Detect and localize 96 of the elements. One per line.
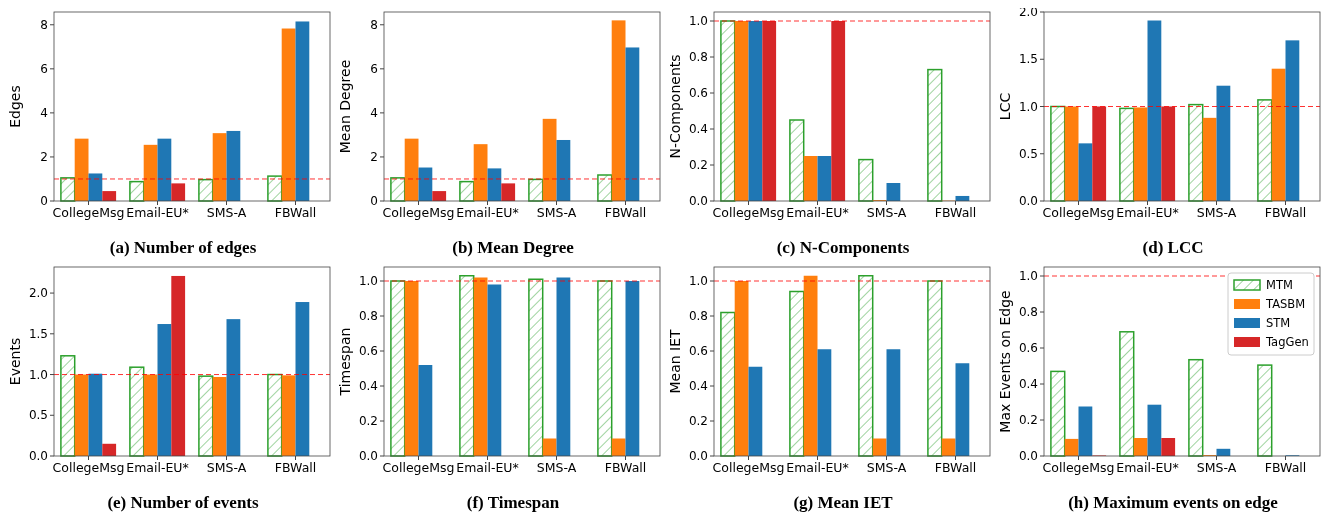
y-axis-title: Mean IET — [667, 328, 683, 394]
y-tick-label: 1.0 — [1018, 269, 1038, 284]
y-tick-label: 1.5 — [1018, 52, 1038, 67]
x-tick-label: Email-EU* — [126, 205, 189, 220]
text: (h) Maximum events on edge — [1068, 493, 1279, 512]
y-tick-label: 0.8 — [1018, 305, 1038, 320]
x-tick-label: SMS-A — [536, 205, 577, 220]
text: (e) Number of events — [107, 493, 259, 512]
y-tick-label: 0.0 — [1018, 194, 1038, 209]
y-tick-label: 1.0 — [1018, 99, 1038, 114]
y-tick-label: 0.2 — [1018, 413, 1038, 428]
x-tick-label: CollegeMsg — [382, 460, 455, 475]
x-tick-label: FBWall — [604, 205, 647, 220]
x-tick-label: Email-EU* — [786, 460, 849, 475]
y-axis-title: Max Events on Edge — [997, 290, 1013, 433]
text: (b) Mean Degree — [452, 238, 575, 257]
y-tick-label: 0.0 — [28, 449, 48, 464]
y-tick-label: 0.2 — [358, 414, 378, 429]
text: (g) Mean IET — [793, 493, 894, 512]
y-axis-title: Events — [7, 337, 23, 386]
y-tick-label: 0.4 — [688, 379, 708, 394]
x-tick-label: CollegeMsg — [382, 205, 455, 220]
y-tick-label: 0.4 — [1018, 377, 1038, 392]
legend-label: TagGen — [1265, 335, 1309, 349]
y-tick-label: 4 — [40, 106, 48, 121]
x-tick-label: Email-EU* — [456, 205, 519, 220]
y-axis-title: N-Components — [667, 54, 683, 159]
y-axis-title: Timespan — [337, 327, 353, 397]
x-tick-label: SMS-A — [866, 205, 907, 220]
y-tick-label: 0.5 — [28, 408, 48, 423]
y-tick-label: 0.0 — [688, 194, 708, 209]
text: (c) N-Components — [776, 238, 910, 257]
y-tick-label: 1.0 — [688, 274, 708, 289]
y-tick-label: 0 — [370, 194, 378, 209]
y-tick-label: 8 — [40, 17, 48, 32]
y-tick-label: 0.2 — [688, 414, 708, 429]
y-tick-label: 6 — [40, 62, 48, 77]
y-tick-label: 2.0 — [1018, 5, 1038, 20]
y-tick-label: 8 — [370, 17, 378, 32]
y-tick-label: 0.6 — [688, 86, 708, 101]
y-tick-label: 0.6 — [1018, 341, 1038, 356]
text: (f) Timespan — [466, 493, 560, 512]
x-tick-label: Email-EU* — [786, 205, 849, 220]
x-tick-label: SMS-A — [206, 205, 247, 220]
y-tick-label: 0.6 — [688, 344, 708, 359]
x-tick-label: FBWall — [274, 460, 317, 475]
x-tick-label: FBWall — [934, 205, 977, 220]
x-tick-label: SMS-A — [206, 460, 247, 475]
y-tick-label: 1.0 — [688, 14, 708, 29]
y-tick-label: 4 — [370, 106, 378, 121]
y-tick-label: 0.8 — [688, 50, 708, 65]
x-tick-label: SMS-A — [866, 460, 907, 475]
x-tick-label: Email-EU* — [1116, 460, 1179, 475]
x-tick-label: CollegeMsg — [1042, 205, 1115, 220]
text: (d) LCC — [1142, 238, 1204, 257]
y-tick-label: 0.6 — [358, 344, 378, 359]
x-tick-label: Email-EU* — [456, 460, 519, 475]
x-tick-label: FBWall — [1264, 205, 1307, 220]
y-tick-label: 0.4 — [358, 379, 378, 394]
y-tick-label: 0.8 — [688, 309, 708, 324]
y-tick-label: 0.8 — [358, 309, 378, 324]
x-tick-label: SMS-A — [536, 460, 577, 475]
y-tick-label: 1.5 — [28, 327, 48, 341]
y-tick-label: 0 — [40, 194, 48, 209]
y-tick-label: 1.0 — [28, 367, 48, 382]
y-tick-label: 1.0 — [358, 274, 378, 289]
y-tick-label: 0.5 — [1018, 146, 1038, 161]
y-tick-label: 0.0 — [358, 449, 378, 464]
y-tick-label: 0.4 — [688, 122, 708, 137]
x-tick-label: FBWall — [604, 460, 647, 475]
x-tick-label: CollegeMsg — [52, 205, 125, 220]
x-tick-label: SMS-A — [1196, 205, 1237, 220]
x-tick-label: FBWall — [274, 205, 317, 220]
y-axis-title: Edges — [7, 85, 23, 128]
x-tick-label: FBWall — [1264, 460, 1307, 475]
x-tick-label: Email-EU* — [126, 460, 189, 475]
x-tick-label: SMS-A — [1196, 460, 1237, 475]
y-tick-label: 0.0 — [1018, 449, 1038, 464]
y-tick-label: 2 — [40, 150, 48, 165]
y-tick-label: 0.2 — [688, 158, 708, 173]
x-tick-label: CollegeMsg — [1042, 460, 1115, 475]
x-tick-label: CollegeMsg — [52, 460, 125, 475]
legend-label: MTM — [1266, 278, 1293, 292]
y-tick-label: 0.0 — [688, 449, 708, 464]
y-axis-title: Mean Degree — [337, 59, 353, 154]
y-tick-label: 6 — [370, 62, 378, 77]
y-tick-label: 2.0 — [28, 286, 48, 301]
legend-label: TASBM — [1265, 297, 1306, 311]
text: (a) Number of edges — [109, 238, 257, 257]
x-tick-label: CollegeMsg — [712, 205, 785, 220]
x-tick-label: Email-EU* — [1116, 205, 1179, 220]
x-tick-label: CollegeMsg — [712, 460, 785, 475]
y-axis-title: LCC — [997, 92, 1013, 121]
y-tick-label: 2 — [370, 150, 378, 165]
x-tick-label: FBWall — [934, 460, 977, 475]
legend-label: STM — [1266, 316, 1291, 330]
